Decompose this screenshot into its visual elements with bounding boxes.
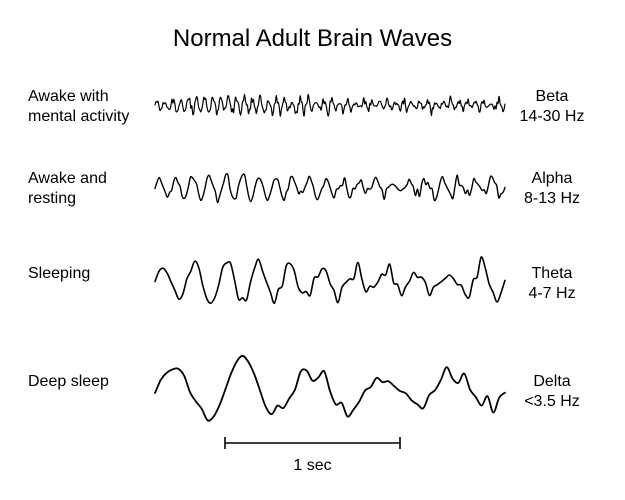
waveform-delta — [155, 350, 505, 430]
wave-row-beta: Awake with mental activity Beta 14-30 Hz — [0, 90, 625, 120]
band-label-beta: Beta 14-30 Hz — [507, 87, 597, 127]
wave-row-alpha: Awake and resting Alpha 8-13 Hz — [0, 165, 625, 209]
waveform-beta — [155, 90, 505, 120]
band-label-alpha: Alpha 8-13 Hz — [507, 169, 597, 209]
scale-label: 1 sec — [0, 457, 625, 475]
time-scale: 1 sec — [0, 435, 625, 475]
state-label-delta: Deep sleep — [28, 372, 148, 392]
scale-bar-icon — [223, 435, 402, 451]
diagram-title: Normal Adult Brain Waves — [0, 25, 625, 53]
state-label-alpha: Awake and resting — [28, 169, 148, 209]
state-label-beta: Awake with mental activity — [28, 87, 148, 127]
waveform-alpha — [155, 165, 505, 209]
wave-row-delta: Deep sleep Delta <3.5 Hz — [0, 350, 625, 430]
band-label-theta: Theta 4-7 Hz — [507, 264, 597, 304]
waveform-theta — [155, 250, 505, 314]
band-label-delta: Delta <3.5 Hz — [507, 372, 597, 412]
wave-row-theta: Sleeping Theta 4-7 Hz — [0, 250, 625, 314]
state-label-theta: Sleeping — [28, 264, 148, 284]
brain-waves-diagram: Normal Adult Brain Waves Awake with ment… — [0, 0, 625, 500]
